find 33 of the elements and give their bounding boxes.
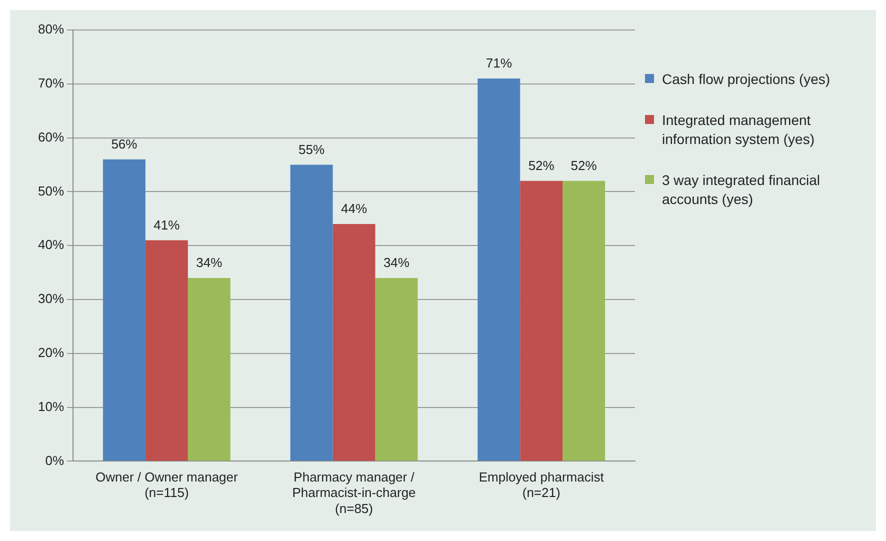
y-tick-label: 0% xyxy=(45,452,64,468)
data-label: 52% xyxy=(528,158,555,173)
y-tick-label: 10% xyxy=(38,398,64,414)
bar xyxy=(145,240,188,461)
bar xyxy=(290,164,333,461)
y-tick-label: 60% xyxy=(38,129,64,144)
data-label: 55% xyxy=(298,142,325,157)
bar xyxy=(102,159,146,461)
y-tick-label: 70% xyxy=(38,75,64,90)
legend-label: Cash flow projections (yes) xyxy=(662,70,832,89)
bar xyxy=(520,180,563,461)
bar xyxy=(562,180,606,461)
y-tick-label: 20% xyxy=(38,344,64,360)
data-label: 41% xyxy=(154,217,180,232)
y-tick-label: 80% xyxy=(38,22,64,37)
data-label: 34% xyxy=(196,255,223,270)
data-label: 71% xyxy=(486,56,512,71)
bar xyxy=(188,278,230,461)
y-tick-label: 40% xyxy=(38,237,64,252)
data-label: 34% xyxy=(383,255,410,270)
bar xyxy=(332,224,376,461)
data-label: 56% xyxy=(111,136,138,152)
bar xyxy=(375,278,418,461)
y-tick-label: 30% xyxy=(38,291,64,306)
data-label: 52% xyxy=(570,158,598,173)
x-tick-label: Employed pharmacist (n=21) xyxy=(478,470,604,500)
x-tick-label: Owner / Owner manager (n=115) xyxy=(96,470,239,500)
y-tick-label: 50% xyxy=(38,183,64,198)
data-label: 44% xyxy=(340,201,368,216)
legend-label: Integrated management information system (yes) xyxy=(662,111,816,149)
legend-label: 3 way integrated financial accounts (yes) xyxy=(662,171,821,209)
bar xyxy=(478,78,520,461)
x-tick-label: Pharmacy manager / Pharmacist-in-charge (n=85) xyxy=(292,470,416,516)
